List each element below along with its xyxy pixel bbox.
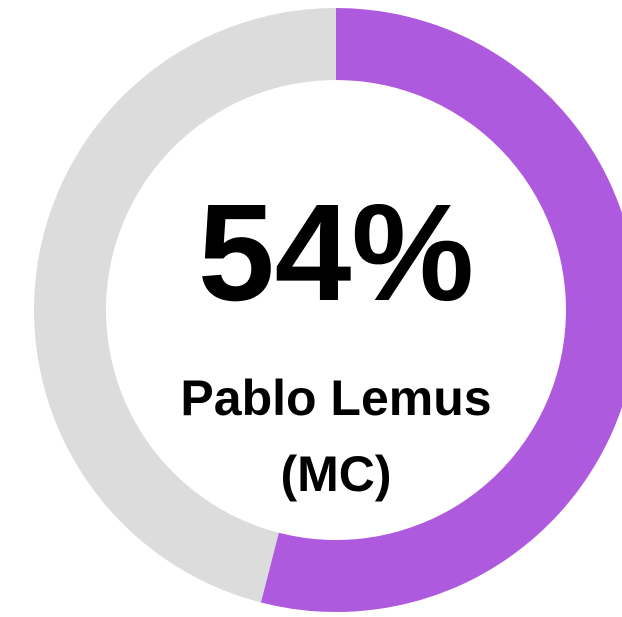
donut-segment bbox=[260, 8, 622, 612]
donut-segment bbox=[34, 7, 336, 603]
value-label: 54% bbox=[197, 176, 475, 330]
category-label: Pablo Lemus (MC) bbox=[180, 370, 492, 502]
